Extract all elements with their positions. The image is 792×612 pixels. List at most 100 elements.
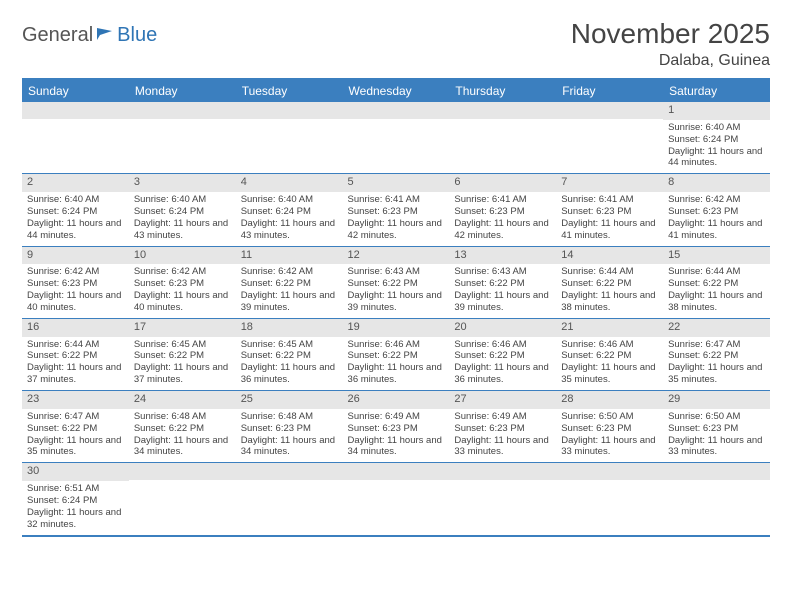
calendar-day-cell: 26Sunrise: 6:49 AMSunset: 6:23 PMDayligh… — [343, 391, 450, 463]
sunset-text: Sunset: 6:22 PM — [668, 350, 765, 362]
calendar-day-cell — [449, 102, 556, 174]
day-content: Sunrise: 6:40 AMSunset: 6:24 PMDaylight:… — [236, 192, 343, 246]
day-number — [236, 102, 343, 119]
logo-text-general: General — [22, 24, 93, 47]
sunrise-text: Sunrise: 6:40 AM — [668, 122, 765, 134]
calendar-day-cell: 28Sunrise: 6:50 AMSunset: 6:23 PMDayligh… — [556, 391, 663, 463]
calendar-day-cell: 15Sunrise: 6:44 AMSunset: 6:22 PMDayligh… — [663, 246, 770, 318]
sunset-text: Sunset: 6:23 PM — [27, 278, 124, 290]
day-number: 18 — [236, 319, 343, 337]
day-number — [129, 102, 236, 119]
daylight-text: Daylight: 11 hours and 34 minutes. — [134, 435, 231, 459]
day-content: Sunrise: 6:42 AMSunset: 6:23 PMDaylight:… — [129, 264, 236, 318]
day-number — [449, 102, 556, 119]
flag-icon — [96, 27, 116, 41]
day-content: Sunrise: 6:45 AMSunset: 6:22 PMDaylight:… — [129, 337, 236, 391]
sunset-text: Sunset: 6:23 PM — [134, 278, 231, 290]
daylight-text: Daylight: 11 hours and 33 minutes. — [668, 435, 765, 459]
calendar-week-row: 2Sunrise: 6:40 AMSunset: 6:24 PMDaylight… — [22, 174, 770, 246]
sunset-text: Sunset: 6:22 PM — [241, 278, 338, 290]
day-content: Sunrise: 6:40 AMSunset: 6:24 PMDaylight:… — [22, 192, 129, 246]
day-number — [556, 463, 663, 480]
calendar-day-cell — [663, 463, 770, 536]
daylight-text: Daylight: 11 hours and 43 minutes. — [241, 218, 338, 242]
sunrise-text: Sunrise: 6:40 AM — [134, 194, 231, 206]
calendar-week-row: 1Sunrise: 6:40 AMSunset: 6:24 PMDaylight… — [22, 102, 770, 174]
day-content: Sunrise: 6:48 AMSunset: 6:23 PMDaylight:… — [236, 409, 343, 463]
daylight-text: Daylight: 11 hours and 37 minutes. — [134, 362, 231, 386]
day-content: Sunrise: 6:50 AMSunset: 6:23 PMDaylight:… — [663, 409, 770, 463]
daylight-text: Daylight: 11 hours and 44 minutes. — [27, 218, 124, 242]
sunset-text: Sunset: 6:24 PM — [668, 134, 765, 146]
calendar-day-cell — [343, 102, 450, 174]
day-content: Sunrise: 6:41 AMSunset: 6:23 PMDaylight:… — [343, 192, 450, 246]
day-number: 8 — [663, 174, 770, 192]
daylight-text: Daylight: 11 hours and 37 minutes. — [27, 362, 124, 386]
sunrise-text: Sunrise: 6:40 AM — [241, 194, 338, 206]
title-block: November 2025 Dalaba, Guinea — [571, 18, 770, 70]
calendar-day-cell: 7Sunrise: 6:41 AMSunset: 6:23 PMDaylight… — [556, 174, 663, 246]
daylight-text: Daylight: 11 hours and 41 minutes. — [561, 218, 658, 242]
sunrise-text: Sunrise: 6:44 AM — [561, 266, 658, 278]
day-number — [343, 102, 450, 119]
daylight-text: Daylight: 11 hours and 38 minutes. — [561, 290, 658, 314]
sunset-text: Sunset: 6:22 PM — [454, 350, 551, 362]
calendar-day-cell: 29Sunrise: 6:50 AMSunset: 6:23 PMDayligh… — [663, 391, 770, 463]
sunset-text: Sunset: 6:24 PM — [134, 206, 231, 218]
day-number: 4 — [236, 174, 343, 192]
day-header: Thursday — [449, 79, 556, 102]
calendar-day-cell: 11Sunrise: 6:42 AMSunset: 6:22 PMDayligh… — [236, 246, 343, 318]
sunset-text: Sunset: 6:23 PM — [668, 423, 765, 435]
sunrise-text: Sunrise: 6:42 AM — [134, 266, 231, 278]
sunset-text: Sunset: 6:22 PM — [241, 350, 338, 362]
calendar-day-cell: 5Sunrise: 6:41 AMSunset: 6:23 PMDaylight… — [343, 174, 450, 246]
day-number: 2 — [22, 174, 129, 192]
calendar-day-cell — [449, 463, 556, 536]
sunrise-text: Sunrise: 6:42 AM — [241, 266, 338, 278]
sunrise-text: Sunrise: 6:45 AM — [134, 339, 231, 351]
daylight-text: Daylight: 11 hours and 34 minutes. — [241, 435, 338, 459]
day-content: Sunrise: 6:50 AMSunset: 6:23 PMDaylight:… — [556, 409, 663, 463]
calendar-day-cell: 8Sunrise: 6:42 AMSunset: 6:23 PMDaylight… — [663, 174, 770, 246]
day-content: Sunrise: 6:41 AMSunset: 6:23 PMDaylight:… — [556, 192, 663, 246]
day-number: 30 — [22, 463, 129, 481]
sunrise-text: Sunrise: 6:44 AM — [668, 266, 765, 278]
day-content: Sunrise: 6:51 AMSunset: 6:24 PMDaylight:… — [22, 481, 129, 535]
daylight-text: Daylight: 11 hours and 36 minutes. — [454, 362, 551, 386]
day-header-row: Sunday Monday Tuesday Wednesday Thursday… — [22, 79, 770, 102]
day-number: 28 — [556, 391, 663, 409]
day-number: 14 — [556, 247, 663, 265]
sunrise-text: Sunrise: 6:43 AM — [348, 266, 445, 278]
sunrise-text: Sunrise: 6:49 AM — [454, 411, 551, 423]
day-number: 11 — [236, 247, 343, 265]
day-number — [556, 102, 663, 119]
sunset-text: Sunset: 6:22 PM — [348, 278, 445, 290]
day-number — [449, 463, 556, 480]
sunrise-text: Sunrise: 6:45 AM — [241, 339, 338, 351]
day-content: Sunrise: 6:49 AMSunset: 6:23 PMDaylight:… — [449, 409, 556, 463]
day-header: Friday — [556, 79, 663, 102]
calendar-day-cell: 4Sunrise: 6:40 AMSunset: 6:24 PMDaylight… — [236, 174, 343, 246]
day-number: 12 — [343, 247, 450, 265]
calendar-week-row: 23Sunrise: 6:47 AMSunset: 6:22 PMDayligh… — [22, 391, 770, 463]
day-content: Sunrise: 6:47 AMSunset: 6:22 PMDaylight:… — [663, 337, 770, 391]
calendar-day-cell: 2Sunrise: 6:40 AMSunset: 6:24 PMDaylight… — [22, 174, 129, 246]
sunset-text: Sunset: 6:22 PM — [348, 350, 445, 362]
day-header: Sunday — [22, 79, 129, 102]
sunset-text: Sunset: 6:23 PM — [241, 423, 338, 435]
day-number: 20 — [449, 319, 556, 337]
calendar-week-row: 16Sunrise: 6:44 AMSunset: 6:22 PMDayligh… — [22, 318, 770, 390]
sunset-text: Sunset: 6:24 PM — [241, 206, 338, 218]
day-content: Sunrise: 6:43 AMSunset: 6:22 PMDaylight:… — [343, 264, 450, 318]
calendar-day-cell: 27Sunrise: 6:49 AMSunset: 6:23 PMDayligh… — [449, 391, 556, 463]
calendar-day-cell: 14Sunrise: 6:44 AMSunset: 6:22 PMDayligh… — [556, 246, 663, 318]
day-content: Sunrise: 6:40 AMSunset: 6:24 PMDaylight:… — [663, 120, 770, 174]
sunset-text: Sunset: 6:22 PM — [561, 278, 658, 290]
sunrise-text: Sunrise: 6:48 AM — [134, 411, 231, 423]
calendar-day-cell: 23Sunrise: 6:47 AMSunset: 6:22 PMDayligh… — [22, 391, 129, 463]
sunset-text: Sunset: 6:22 PM — [134, 423, 231, 435]
day-number: 29 — [663, 391, 770, 409]
sunset-text: Sunset: 6:22 PM — [27, 423, 124, 435]
sunrise-text: Sunrise: 6:44 AM — [27, 339, 124, 351]
daylight-text: Daylight: 11 hours and 34 minutes. — [348, 435, 445, 459]
